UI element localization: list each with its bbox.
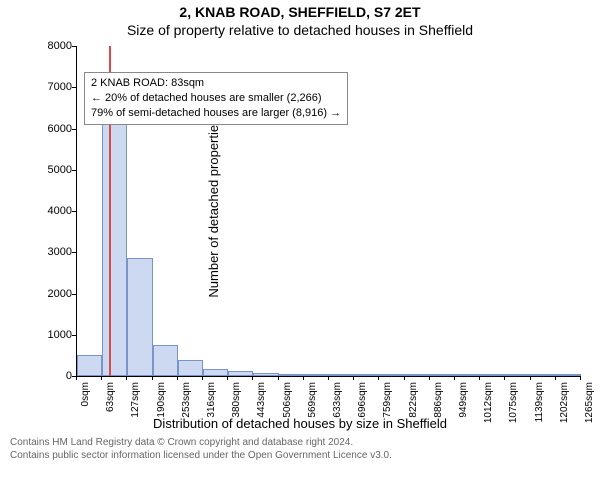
- x-tick-label: 506sqm: [282, 382, 293, 442]
- histogram-bar: [405, 374, 430, 376]
- info-box: 2 KNAB ROAD: 83sqm ← 20% of detached hou…: [84, 72, 348, 125]
- histogram-bar: [379, 374, 404, 376]
- y-tick-mark: [72, 87, 76, 88]
- x-tick-label: 1265sqm: [584, 382, 595, 442]
- x-tick-mark: [454, 376, 455, 380]
- y-tick-label: 1000: [40, 329, 72, 341]
- x-tick-label: 253sqm: [181, 382, 192, 442]
- histogram-bar: [531, 374, 556, 376]
- x-tick-mark: [252, 376, 253, 380]
- x-tick-label: 127sqm: [130, 382, 141, 442]
- x-tick-mark: [328, 376, 329, 380]
- info-box-line1: 2 KNAB ROAD: 83sqm: [91, 76, 341, 91]
- x-tick-mark: [580, 376, 581, 380]
- footer-line1: Contains HM Land Registry data © Crown c…: [10, 437, 590, 450]
- x-tick-mark: [504, 376, 505, 380]
- x-tick-mark: [353, 376, 354, 380]
- y-tick-mark: [72, 170, 76, 171]
- histogram-bar: [203, 369, 228, 376]
- x-tick-label: 0sqm: [80, 382, 91, 442]
- x-tick-label: 696sqm: [357, 382, 368, 442]
- x-tick-label: 949sqm: [458, 382, 469, 442]
- y-tick-mark: [72, 129, 76, 130]
- x-tick-label: 1202sqm: [559, 382, 570, 442]
- x-tick-label: 1139sqm: [534, 382, 545, 442]
- x-tick-label: 569sqm: [307, 382, 318, 442]
- histogram-bar: [178, 360, 203, 376]
- page-title: 2, KNAB ROAD, SHEFFIELD, S7 2ET: [0, 4, 600, 20]
- y-tick-label: 0: [40, 370, 72, 382]
- info-box-line2: ← 20% of detached houses are smaller (2,…: [91, 91, 341, 106]
- y-tick-label: 8000: [40, 40, 72, 52]
- x-tick-mark: [404, 376, 405, 380]
- x-tick-mark: [227, 376, 228, 380]
- y-tick-label: 2000: [40, 288, 72, 300]
- footer-line2: Contains public sector information licen…: [10, 450, 590, 463]
- x-tick-mark: [479, 376, 480, 380]
- histogram-bar: [480, 374, 505, 376]
- x-tick-label: 316sqm: [206, 382, 217, 442]
- page-subtitle: Size of property relative to detached ho…: [0, 22, 600, 38]
- x-tick-label: 633sqm: [332, 382, 343, 442]
- y-tick-label: 3000: [40, 246, 72, 258]
- y-tick-mark: [72, 294, 76, 295]
- x-tick-mark: [76, 376, 77, 380]
- x-tick-mark: [378, 376, 379, 380]
- histogram-bar: [102, 110, 127, 376]
- histogram-bar: [505, 374, 530, 376]
- histogram-bar: [455, 374, 480, 376]
- y-tick-mark: [72, 252, 76, 253]
- y-tick-label: 5000: [40, 164, 72, 176]
- x-tick-mark: [126, 376, 127, 380]
- x-tick-label: 759sqm: [382, 382, 393, 442]
- x-tick-mark: [101, 376, 102, 380]
- y-tick-label: 6000: [40, 123, 72, 135]
- x-tick-mark: [278, 376, 279, 380]
- x-tick-label: 190sqm: [156, 382, 167, 442]
- histogram-bar: [430, 374, 455, 376]
- x-tick-mark: [202, 376, 203, 380]
- y-tick-label: 7000: [40, 81, 72, 93]
- histogram-bar: [253, 373, 278, 376]
- x-tick-mark: [303, 376, 304, 380]
- y-tick-mark: [72, 211, 76, 212]
- histogram-bar: [556, 374, 581, 376]
- x-tick-mark: [152, 376, 153, 380]
- x-tick-mark: [530, 376, 531, 380]
- x-tick-label: 443sqm: [256, 382, 267, 442]
- x-tick-label: 380sqm: [231, 382, 242, 442]
- x-tick-mark: [429, 376, 430, 380]
- histogram-bar: [304, 374, 329, 376]
- histogram-bar: [153, 345, 178, 376]
- x-tick-label: 1012sqm: [483, 382, 494, 442]
- histogram-bar: [127, 258, 152, 376]
- y-tick-mark: [72, 46, 76, 47]
- histogram-bar: [354, 374, 379, 376]
- histogram-chart: Number of detached properties 0100020003…: [0, 38, 600, 414]
- x-tick-mark: [555, 376, 556, 380]
- histogram-bar: [77, 355, 102, 376]
- info-box-line3: 79% of semi-detached houses are larger (…: [91, 106, 341, 121]
- x-tick-label: 1075sqm: [508, 382, 519, 442]
- histogram-bar: [329, 374, 354, 376]
- y-tick-label: 4000: [40, 205, 72, 217]
- x-tick-mark: [177, 376, 178, 380]
- histogram-bar: [279, 374, 304, 376]
- x-tick-label: 63sqm: [105, 382, 116, 442]
- histogram-bar: [228, 371, 253, 376]
- x-tick-label: 886sqm: [433, 382, 444, 442]
- y-tick-mark: [72, 335, 76, 336]
- x-tick-label: 822sqm: [408, 382, 419, 442]
